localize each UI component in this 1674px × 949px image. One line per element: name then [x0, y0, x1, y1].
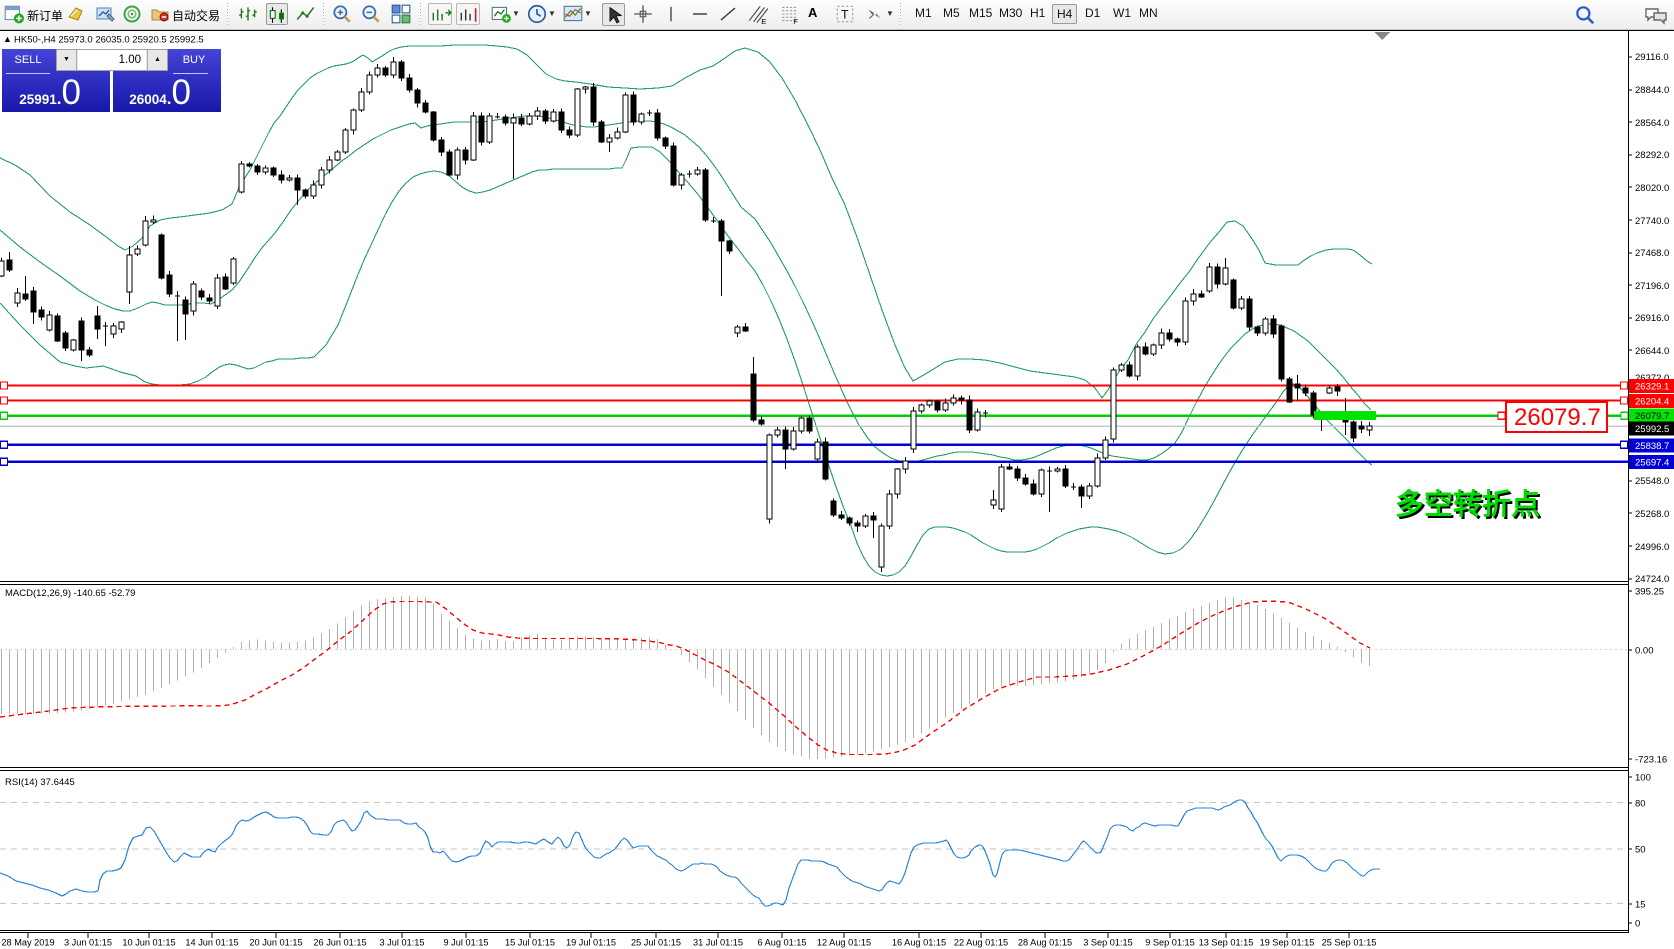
svg-text:12 Aug 01:15: 12 Aug 01:15: [817, 938, 871, 948]
svg-text:▲: ▲: [3, 34, 12, 44]
svg-text:E: E: [761, 17, 766, 25]
svg-text:9 Jul 01:15: 9 Jul 01:15: [444, 938, 489, 948]
svg-text:26079.7: 26079.7: [1514, 404, 1601, 431]
svg-text:26 Jun 01:15: 26 Jun 01:15: [313, 938, 366, 948]
svg-text:MACD(12,26,9) -140.65 -52.79: MACD(12,26,9) -140.65 -52.79: [5, 588, 135, 599]
svg-text:24724.0: 24724.0: [1635, 574, 1669, 585]
svg-text:395.25: 395.25: [1635, 587, 1664, 598]
svg-text:28 May 2019: 28 May 2019: [1, 938, 54, 948]
svg-text:25 Sep 01:15: 25 Sep 01:15: [1322, 938, 1377, 948]
svg-text:19 Sep 01:15: 19 Sep 01:15: [1260, 938, 1315, 948]
svg-text:26372.0: 26372.0: [1635, 373, 1669, 384]
svg-text:27468.0: 27468.0: [1635, 248, 1669, 259]
svg-text:19 Jul 01:15: 19 Jul 01:15: [566, 938, 616, 948]
svg-text:3 Sep 01:15: 3 Sep 01:15: [1083, 938, 1133, 948]
svg-text:26329.1: 26329.1: [1635, 382, 1669, 393]
svg-text:15 Jul 01:15: 15 Jul 01:15: [505, 938, 555, 948]
svg-text:80: 80: [1635, 799, 1646, 810]
svg-text:20 Jun 01:15: 20 Jun 01:15: [249, 938, 302, 948]
svg-text:3 Jul 01:15: 3 Jul 01:15: [380, 938, 425, 948]
svg-text:15: 15: [1635, 900, 1646, 911]
svg-text:26644.0: 26644.0: [1635, 346, 1669, 357]
svg-text:10 Jun 01:15: 10 Jun 01:15: [122, 938, 175, 948]
svg-text:25838.7: 25838.7: [1635, 441, 1669, 452]
svg-text:14 Jun 01:15: 14 Jun 01:15: [185, 938, 238, 948]
svg-text:26079.7: 26079.7: [1635, 411, 1669, 422]
svg-text:多空转折点: 多空转折点: [1397, 489, 1542, 523]
svg-text:28020.0: 28020.0: [1635, 183, 1669, 194]
svg-text:6 Aug 01:15: 6 Aug 01:15: [757, 938, 806, 948]
svg-text:25268.0: 25268.0: [1635, 509, 1669, 520]
svg-text:22 Aug 01:15: 22 Aug 01:15: [954, 938, 1008, 948]
svg-text:多空转折点: 多空转折点: [1395, 487, 1540, 521]
svg-text:27740.0: 27740.0: [1635, 216, 1669, 227]
svg-text:9 Sep 01:15: 9 Sep 01:15: [1145, 938, 1195, 948]
svg-text:25 Jul 01:15: 25 Jul 01:15: [631, 938, 681, 948]
svg-text:26204.4: 26204.4: [1635, 397, 1669, 408]
svg-text:28564.0: 28564.0: [1635, 118, 1669, 129]
svg-text:3 Jun 01:15: 3 Jun 01:15: [64, 938, 112, 948]
svg-text:100: 100: [1635, 773, 1651, 784]
svg-text:25697.4: 25697.4: [1635, 458, 1669, 469]
svg-text:31 Jul 01:15: 31 Jul 01:15: [693, 938, 743, 948]
svg-text:0.00: 0.00: [1635, 646, 1654, 657]
svg-text:0: 0: [1635, 919, 1640, 930]
svg-text:28844.0: 28844.0: [1635, 85, 1669, 96]
svg-text:28292.0: 28292.0: [1635, 150, 1669, 161]
svg-text:16 Aug 01:15: 16 Aug 01:15: [892, 938, 946, 948]
svg-text:29116.0: 29116.0: [1635, 52, 1669, 63]
svg-text:26916.0: 26916.0: [1635, 313, 1669, 324]
svg-text:28 Aug 01:15: 28 Aug 01:15: [1018, 938, 1072, 948]
svg-text:25548.0: 25548.0: [1635, 476, 1669, 487]
svg-text:50: 50: [1635, 845, 1646, 856]
svg-text:24996.0: 24996.0: [1635, 542, 1669, 553]
svg-text:RSI(14) 37.6445: RSI(14) 37.6445: [5, 777, 75, 788]
svg-text:13 Sep 01:15: 13 Sep 01:15: [1199, 938, 1254, 948]
svg-text:27196.0: 27196.0: [1635, 281, 1669, 292]
svg-text:T: T: [841, 7, 849, 21]
svg-text:HK50-,H4 25973.0 26035.0 2592: HK50-,H4 25973.0 26035.0 25920.5 25992.5: [14, 35, 204, 46]
svg-text:-723.16: -723.16: [1635, 755, 1667, 766]
svg-text:25992.5: 25992.5: [1635, 424, 1669, 435]
svg-text:F: F: [793, 17, 798, 25]
